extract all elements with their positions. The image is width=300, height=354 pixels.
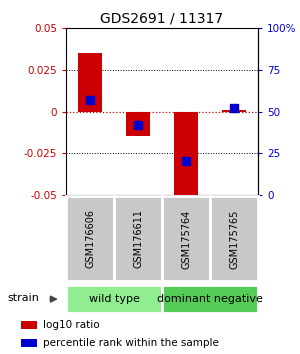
Text: GSM176606: GSM176606 [85,210,95,268]
Title: GDS2691 / 11317: GDS2691 / 11317 [100,12,224,26]
Bar [126,112,150,137]
Text: dominant negative: dominant negative [157,294,263,304]
Point [136,122,140,128]
Bar [162,285,258,314]
Bar [78,53,102,112]
Text: log10 ratio: log10 ratio [43,320,99,330]
Point [88,97,92,103]
Text: percentile rank within the sample: percentile rank within the sample [43,338,218,348]
Bar [20,321,37,329]
Bar [66,285,162,314]
Text: GSM176611: GSM176611 [133,210,143,268]
Bar [162,196,210,281]
Bar [174,112,198,203]
Bar [20,339,37,347]
Bar [210,196,258,281]
Text: GSM175765: GSM175765 [229,209,239,269]
Text: wild type: wild type [88,294,140,304]
Bar [222,110,246,112]
Text: GSM175764: GSM175764 [181,209,191,269]
Bar [66,196,114,281]
Point [232,105,236,111]
Point [184,159,188,164]
Bar [114,196,162,281]
Text: strain: strain [8,292,40,303]
